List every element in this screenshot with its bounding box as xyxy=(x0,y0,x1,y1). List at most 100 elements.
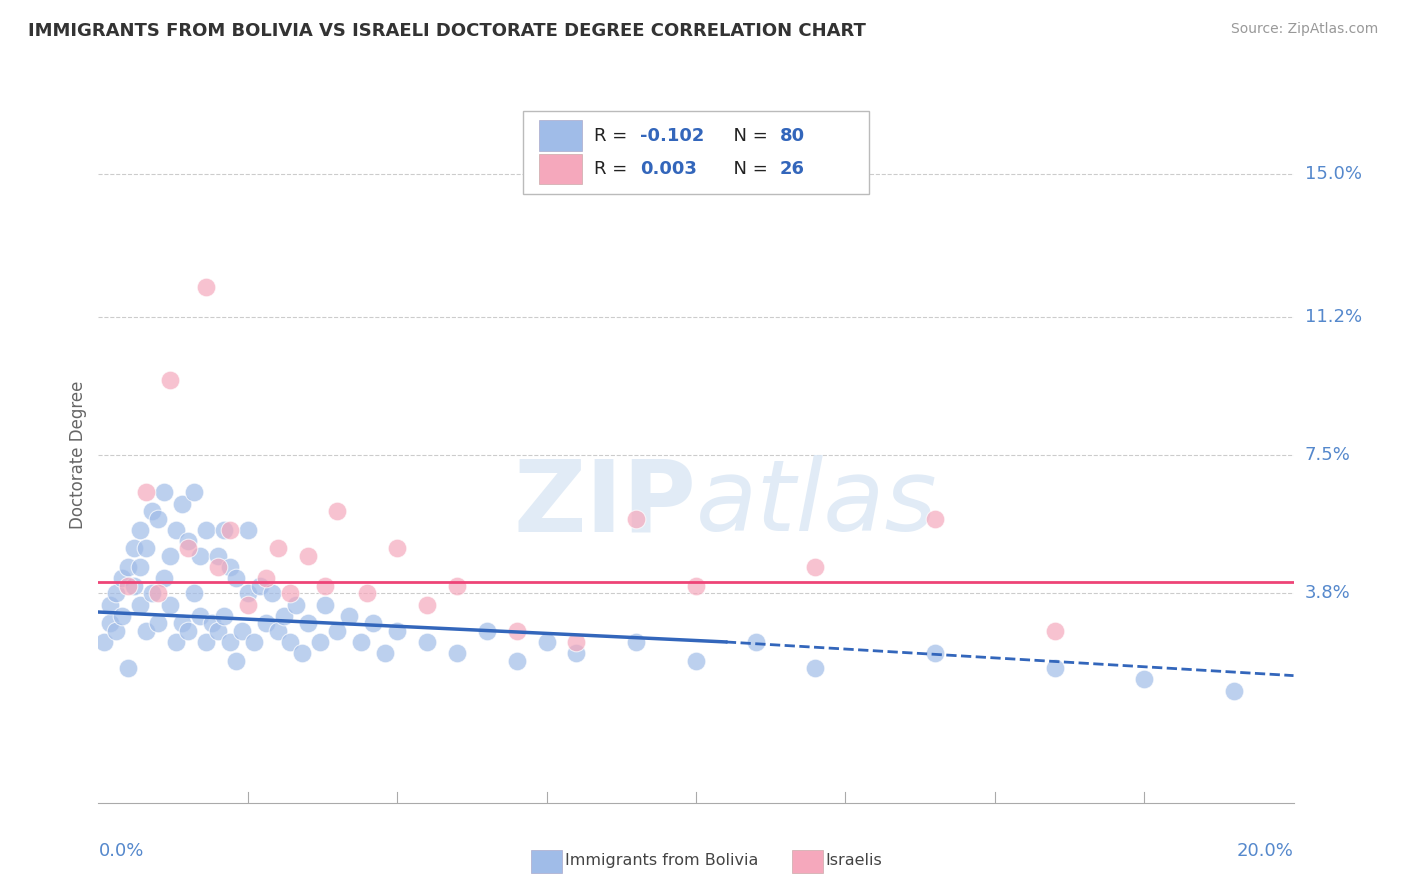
Point xyxy=(1043,624,1066,638)
Point xyxy=(129,560,152,574)
Point xyxy=(201,616,224,631)
Point xyxy=(385,624,409,638)
Point xyxy=(273,608,295,623)
Text: 0.0%: 0.0% xyxy=(98,842,143,860)
Point xyxy=(117,661,139,675)
Point xyxy=(165,635,187,649)
Point xyxy=(1133,673,1156,687)
Point xyxy=(236,598,259,612)
Point xyxy=(339,608,360,623)
Point xyxy=(212,608,235,623)
Text: N =: N = xyxy=(723,127,773,145)
Point xyxy=(148,586,170,600)
Text: Source: ZipAtlas.com: Source: ZipAtlas.com xyxy=(1230,22,1378,37)
Point xyxy=(804,560,827,574)
Point xyxy=(385,541,409,556)
FancyBboxPatch shape xyxy=(540,120,582,151)
Point xyxy=(236,586,259,600)
Text: 20.0%: 20.0% xyxy=(1237,842,1294,860)
Point xyxy=(148,511,170,525)
Point xyxy=(260,586,283,600)
Point xyxy=(565,635,588,649)
Point xyxy=(105,624,128,638)
Point xyxy=(624,635,647,649)
Point xyxy=(475,624,498,638)
Point xyxy=(267,624,290,638)
Point xyxy=(153,571,176,585)
Point xyxy=(117,579,139,593)
Point xyxy=(745,635,768,649)
Point xyxy=(105,586,128,600)
Point xyxy=(254,571,277,585)
FancyBboxPatch shape xyxy=(523,111,869,194)
Point xyxy=(278,635,301,649)
Point xyxy=(177,533,200,548)
Point xyxy=(225,571,247,585)
Point xyxy=(177,541,200,556)
Point xyxy=(565,646,588,660)
Point xyxy=(290,646,312,660)
Text: 7.5%: 7.5% xyxy=(1305,446,1351,464)
Point xyxy=(308,635,330,649)
Point xyxy=(243,635,266,649)
Point xyxy=(98,616,122,631)
Point xyxy=(219,560,242,574)
Point xyxy=(416,635,439,649)
Point xyxy=(1043,661,1066,675)
Point xyxy=(124,541,146,556)
Point xyxy=(194,635,218,649)
Point xyxy=(374,646,396,660)
Point xyxy=(159,598,181,612)
Text: 11.2%: 11.2% xyxy=(1305,308,1362,326)
Text: 26: 26 xyxy=(779,160,804,178)
Text: Immigrants from Bolivia: Immigrants from Bolivia xyxy=(565,854,759,868)
Point xyxy=(446,646,468,660)
FancyBboxPatch shape xyxy=(540,153,582,185)
Point xyxy=(129,523,152,537)
Text: IMMIGRANTS FROM BOLIVIA VS ISRAELI DOCTORATE DEGREE CORRELATION CHART: IMMIGRANTS FROM BOLIVIA VS ISRAELI DOCTO… xyxy=(28,22,866,40)
Text: R =: R = xyxy=(595,127,633,145)
Point xyxy=(207,549,229,563)
Point xyxy=(225,654,247,668)
Point xyxy=(141,504,163,518)
Point xyxy=(153,485,176,500)
Point xyxy=(297,616,319,631)
Point xyxy=(278,586,301,600)
Point xyxy=(212,523,235,537)
Point xyxy=(219,523,242,537)
Point xyxy=(506,624,529,638)
Point xyxy=(177,624,200,638)
Point xyxy=(188,549,211,563)
Point xyxy=(111,608,134,623)
Point xyxy=(356,586,378,600)
Text: Israelis: Israelis xyxy=(825,854,882,868)
Point xyxy=(159,373,181,387)
Point xyxy=(297,549,319,563)
Point xyxy=(135,624,157,638)
Point xyxy=(172,616,194,631)
Point xyxy=(159,549,181,563)
Point xyxy=(506,654,529,668)
Point xyxy=(416,598,439,612)
Point xyxy=(315,598,337,612)
Point xyxy=(315,579,337,593)
Text: ZIP: ZIP xyxy=(513,455,696,552)
Point xyxy=(98,598,122,612)
Point xyxy=(93,635,115,649)
Text: 80: 80 xyxy=(779,127,804,145)
Point xyxy=(135,485,157,500)
Point xyxy=(924,646,946,660)
Point xyxy=(1223,683,1246,698)
Point xyxy=(148,616,170,631)
Point xyxy=(124,579,146,593)
Point xyxy=(236,523,259,537)
Point xyxy=(624,511,647,525)
Text: -0.102: -0.102 xyxy=(640,127,704,145)
Point xyxy=(350,635,373,649)
Text: 0.003: 0.003 xyxy=(640,160,697,178)
Text: N =: N = xyxy=(723,160,773,178)
Text: R =: R = xyxy=(595,160,633,178)
Point xyxy=(188,608,211,623)
Point xyxy=(284,598,307,612)
Point xyxy=(446,579,468,593)
